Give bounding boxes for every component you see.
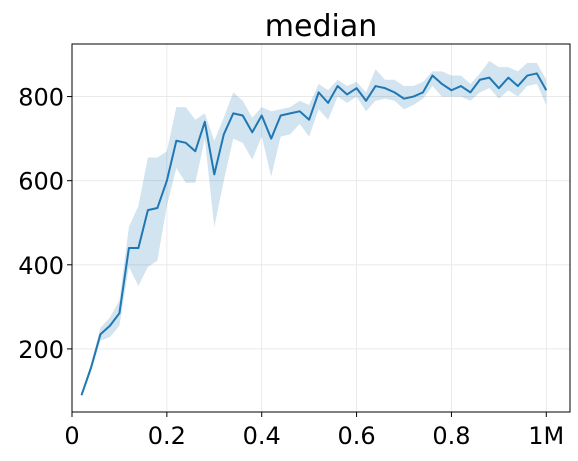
x-tick-label: 0.8 [432, 422, 470, 450]
x-axis-ticks: 0 0.2 0.4 0.6 0.8 1M [64, 412, 564, 450]
chart-title: median [265, 9, 377, 44]
y-tick-label: 600 [18, 168, 64, 196]
y-tick-label: 800 [18, 84, 64, 112]
median-line [80, 72, 548, 396]
x-tick-label: 0 [64, 422, 79, 450]
x-tick-label: 0.6 [337, 422, 375, 450]
x-tick-label: 0.4 [243, 422, 281, 450]
y-tick-label: 200 [18, 336, 64, 364]
series-line-layer [80, 72, 548, 396]
y-tick-label: 400 [18, 252, 64, 280]
grid [71, 44, 570, 412]
x-tick-label: 0.2 [148, 422, 186, 450]
confidence-band [81, 60, 547, 398]
plot-area-frame [71, 43, 571, 413]
y-axis-ticks: 200 400 600 800 [18, 84, 72, 364]
x-tick-label: 1M [528, 422, 564, 450]
confidence-band-layer [81, 60, 547, 398]
